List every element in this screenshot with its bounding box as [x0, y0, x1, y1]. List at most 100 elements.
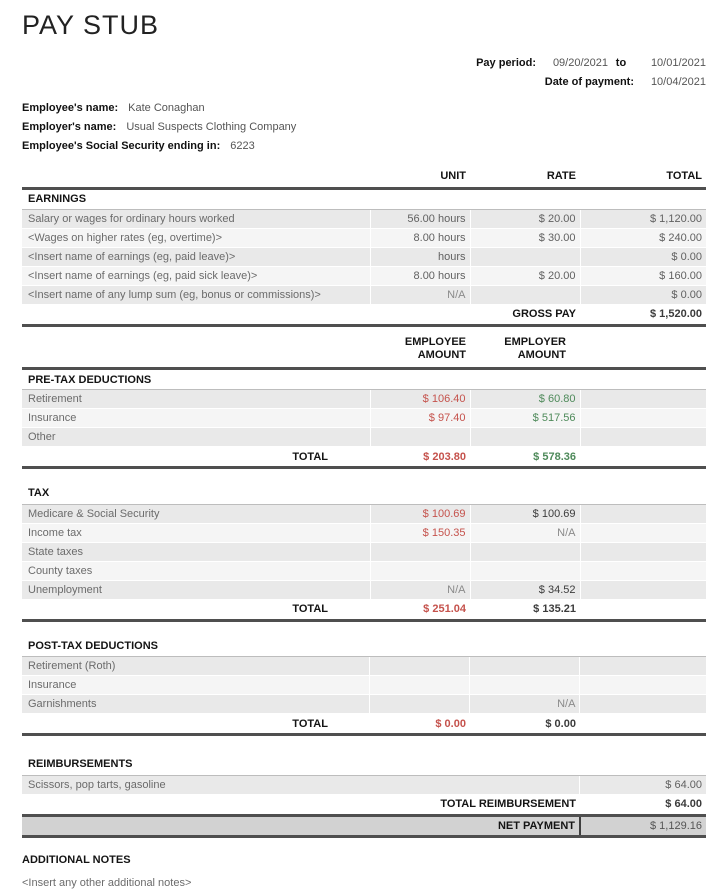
table-row: Insurance $ 97.40 $ 517.56	[22, 408, 706, 428]
rate-value: $ 30.00	[469, 228, 580, 248]
table-row: State taxes	[22, 542, 706, 562]
employer-name-line: Employer's name: Usual Suspects Clothing…	[22, 121, 706, 133]
total-reimbursement-value: $ 64.00	[579, 793, 706, 815]
employer-amount: $ 517.56	[469, 408, 580, 428]
rate-value: $ 20.00	[469, 209, 580, 229]
employee-amount-column-header: EMPLOYEE AMOUNT	[370, 333, 470, 369]
table-row: Garnishments N/A	[22, 694, 706, 714]
table-row: Other	[22, 427, 706, 447]
amount-column-header-row: EMPLOYEE AMOUNT EMPLOYER AMOUNT	[22, 333, 706, 369]
empty-cell	[579, 504, 706, 524]
unit-value: 56.00 hours	[369, 209, 470, 229]
row-label: Insurance	[22, 675, 370, 695]
gross-pay-value: $ 1,520.00	[580, 304, 706, 327]
employee-amount	[369, 427, 470, 447]
row-label: Unemployment	[22, 580, 370, 600]
empty-cell	[22, 164, 370, 188]
employee-amount	[369, 561, 470, 581]
employee-amount: N/A	[369, 580, 470, 600]
page-title: PAY STUB	[22, 10, 160, 40]
employer-amount	[469, 427, 580, 447]
pretax-section-label: PRE-TAX DEDUCTIONS	[22, 367, 706, 390]
empty-cell	[22, 333, 370, 369]
tax-section-label: TAX	[22, 483, 706, 505]
employee-amount	[369, 656, 470, 676]
table-row: Retirement $ 106.40 $ 60.80	[22, 389, 706, 409]
net-payment-label: NET PAYMENT	[22, 813, 581, 838]
employer-header-line2: AMOUNT	[517, 349, 566, 361]
row-label: County taxes	[22, 561, 370, 581]
pay-period-label: Pay period:	[476, 57, 536, 69]
unit-value: N/A	[369, 285, 470, 305]
employee-header-line1: EMPLOYEE	[404, 336, 466, 348]
additional-notes-placeholder: <Insert any other additional notes>	[22, 876, 192, 889]
ssn-label: Employee's Social Security ending in:	[22, 140, 221, 152]
reimbursements-section-header: REIMBURSEMENTS	[22, 754, 706, 776]
pay-period-start: 09/20/2021	[552, 57, 608, 69]
row-label: <Wages on higher rates (eg, overtime)>	[22, 228, 370, 248]
posttax-section-label: POST-TAX DEDUCTIONS	[22, 635, 706, 657]
row-label: <Insert name of any lump sum (eg, bonus …	[22, 285, 370, 305]
employer-amount	[469, 542, 580, 562]
empty-cell	[579, 561, 706, 581]
empty-cell	[579, 542, 706, 562]
row-label: <Insert name of earnings (eg, paid sick …	[22, 266, 370, 286]
unit-value: hours	[369, 247, 470, 267]
employee-amount	[369, 675, 470, 695]
total-reimbursement-label: TOTAL REIMBURSEMENT	[22, 793, 580, 815]
table-row: <Insert name of earnings (eg, paid sick …	[22, 266, 706, 286]
net-payment-row: NET PAYMENT $ 1,129.16	[22, 813, 706, 838]
rate-column-header: RATE	[546, 169, 576, 182]
employer-amount: N/A	[469, 523, 580, 543]
table-row: Medicare & Social Security $ 100.69 $ 10…	[22, 504, 706, 524]
employee-name-value: Kate Conaghan	[128, 102, 205, 114]
additional-notes-block: ADDITIONAL NOTES <Insert any other addit…	[22, 854, 706, 889]
row-label: Salary or wages for ordinary hours worke…	[22, 209, 370, 229]
unit-value: 8.00 hours	[369, 266, 470, 286]
table-row: County taxes	[22, 561, 706, 581]
employee-amount: $ 106.40	[369, 389, 470, 409]
tax-section-header: TAX	[22, 483, 706, 505]
table-row: <Insert name of earnings (eg, paid leave…	[22, 247, 706, 267]
employer-name-label: Employer's name:	[22, 121, 117, 133]
employee-amount: $ 97.40	[369, 408, 470, 428]
total-value: $ 0.00	[579, 285, 706, 305]
unit-value: 8.00 hours	[369, 228, 470, 248]
row-label: Insurance	[22, 408, 370, 428]
row-label: Retirement	[22, 389, 370, 409]
empty-cell	[579, 427, 706, 447]
pretax-total-row: TOTAL $ 203.80 $ 578.36	[22, 446, 706, 469]
tax-total-employer: $ 135.21	[470, 599, 580, 622]
employer-amount	[469, 561, 580, 581]
posttax-total-employee: $ 0.00	[369, 713, 470, 736]
pretax-total-employee: $ 203.80	[370, 446, 470, 469]
employee-header-line2: AMOUNT	[417, 349, 466, 361]
empty-cell	[579, 675, 706, 695]
ssn-value: 6223	[230, 140, 255, 152]
employee-name-label: Employee's name:	[22, 102, 119, 114]
row-label: Scissors, pop tarts, gasoline	[22, 775, 580, 795]
row-label: Retirement (Roth)	[22, 656, 370, 676]
employee-amount: $ 150.35	[369, 523, 470, 543]
tax-total-label: TOTAL	[22, 599, 370, 622]
table-row: Income tax $ 150.35 N/A	[22, 523, 706, 543]
employer-amount: N/A	[469, 694, 580, 714]
empty-cell	[579, 523, 706, 543]
earnings-table: UNIT RATE TOTAL EARNINGS Salary or wages…	[22, 164, 706, 327]
posttax-deductions-table: POST-TAX DEDUCTIONS Retirement (Roth) In…	[22, 635, 706, 736]
tax-table: TAX Medicare & Social Security $ 100.69 …	[22, 483, 706, 622]
pretax-total-label: TOTAL	[22, 446, 370, 469]
empty-cell	[580, 446, 706, 469]
table-row: Insurance	[22, 675, 706, 695]
employee-info-block: Employee's name: Kate Conaghan Employer'…	[22, 102, 706, 152]
rate-value: $ 20.00	[469, 266, 580, 286]
empty-cell	[580, 333, 706, 369]
payment-date-label: Date of payment:	[544, 76, 634, 88]
posttax-total-row: TOTAL $ 0.00 $ 0.00	[22, 713, 706, 736]
employer-header-line1: EMPLOYER	[504, 336, 566, 348]
tax-total-employee: $ 251.04	[370, 599, 470, 622]
earnings-column-header-row: UNIT RATE TOTAL	[22, 164, 706, 188]
employee-amount: $ 100.69	[369, 504, 470, 524]
table-row: Salary or wages for ordinary hours worke…	[22, 209, 706, 229]
posttax-total-employer: $ 0.00	[469, 713, 580, 736]
